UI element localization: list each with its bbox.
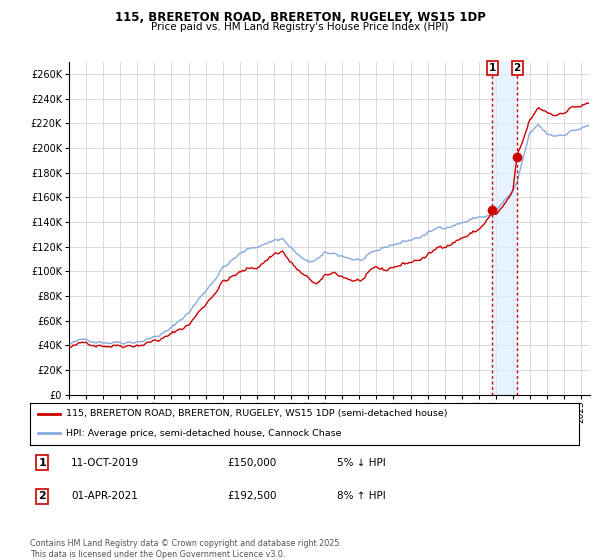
- Text: 5% ↓ HPI: 5% ↓ HPI: [337, 458, 386, 468]
- Text: 01-APR-2021: 01-APR-2021: [71, 492, 138, 502]
- Text: £150,000: £150,000: [227, 458, 277, 468]
- Text: 115, BRERETON ROAD, BRERETON, RUGELEY, WS15 1DP (semi-detached house): 115, BRERETON ROAD, BRERETON, RUGELEY, W…: [65, 409, 447, 418]
- Text: Contains HM Land Registry data © Crown copyright and database right 2025.
This d: Contains HM Land Registry data © Crown c…: [30, 539, 342, 559]
- Text: £192,500: £192,500: [227, 492, 277, 502]
- Text: 1: 1: [488, 63, 496, 73]
- Text: 1: 1: [38, 458, 46, 468]
- Text: 115, BRERETON ROAD, BRERETON, RUGELEY, WS15 1DP: 115, BRERETON ROAD, BRERETON, RUGELEY, W…: [115, 11, 485, 24]
- Text: 2: 2: [514, 63, 521, 73]
- Text: Price paid vs. HM Land Registry's House Price Index (HPI): Price paid vs. HM Land Registry's House …: [151, 22, 449, 32]
- Text: HPI: Average price, semi-detached house, Cannock Chase: HPI: Average price, semi-detached house,…: [65, 429, 341, 438]
- Text: 11-OCT-2019: 11-OCT-2019: [71, 458, 139, 468]
- Text: 8% ↑ HPI: 8% ↑ HPI: [337, 492, 386, 502]
- Bar: [492, 62, 517, 395]
- Text: 2: 2: [38, 492, 46, 502]
